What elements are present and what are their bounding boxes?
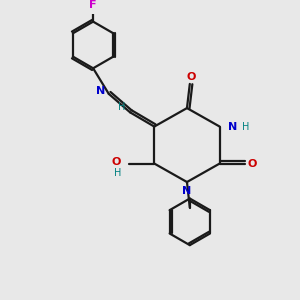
Text: N: N <box>182 186 192 196</box>
Text: N: N <box>228 122 237 132</box>
Text: O: O <box>187 72 196 82</box>
Text: H: H <box>118 102 125 112</box>
Text: N: N <box>96 86 105 96</box>
Text: O: O <box>248 158 257 169</box>
Text: O: O <box>112 157 121 167</box>
Text: F: F <box>89 0 97 10</box>
Text: H: H <box>242 122 249 132</box>
Text: H: H <box>114 168 121 178</box>
